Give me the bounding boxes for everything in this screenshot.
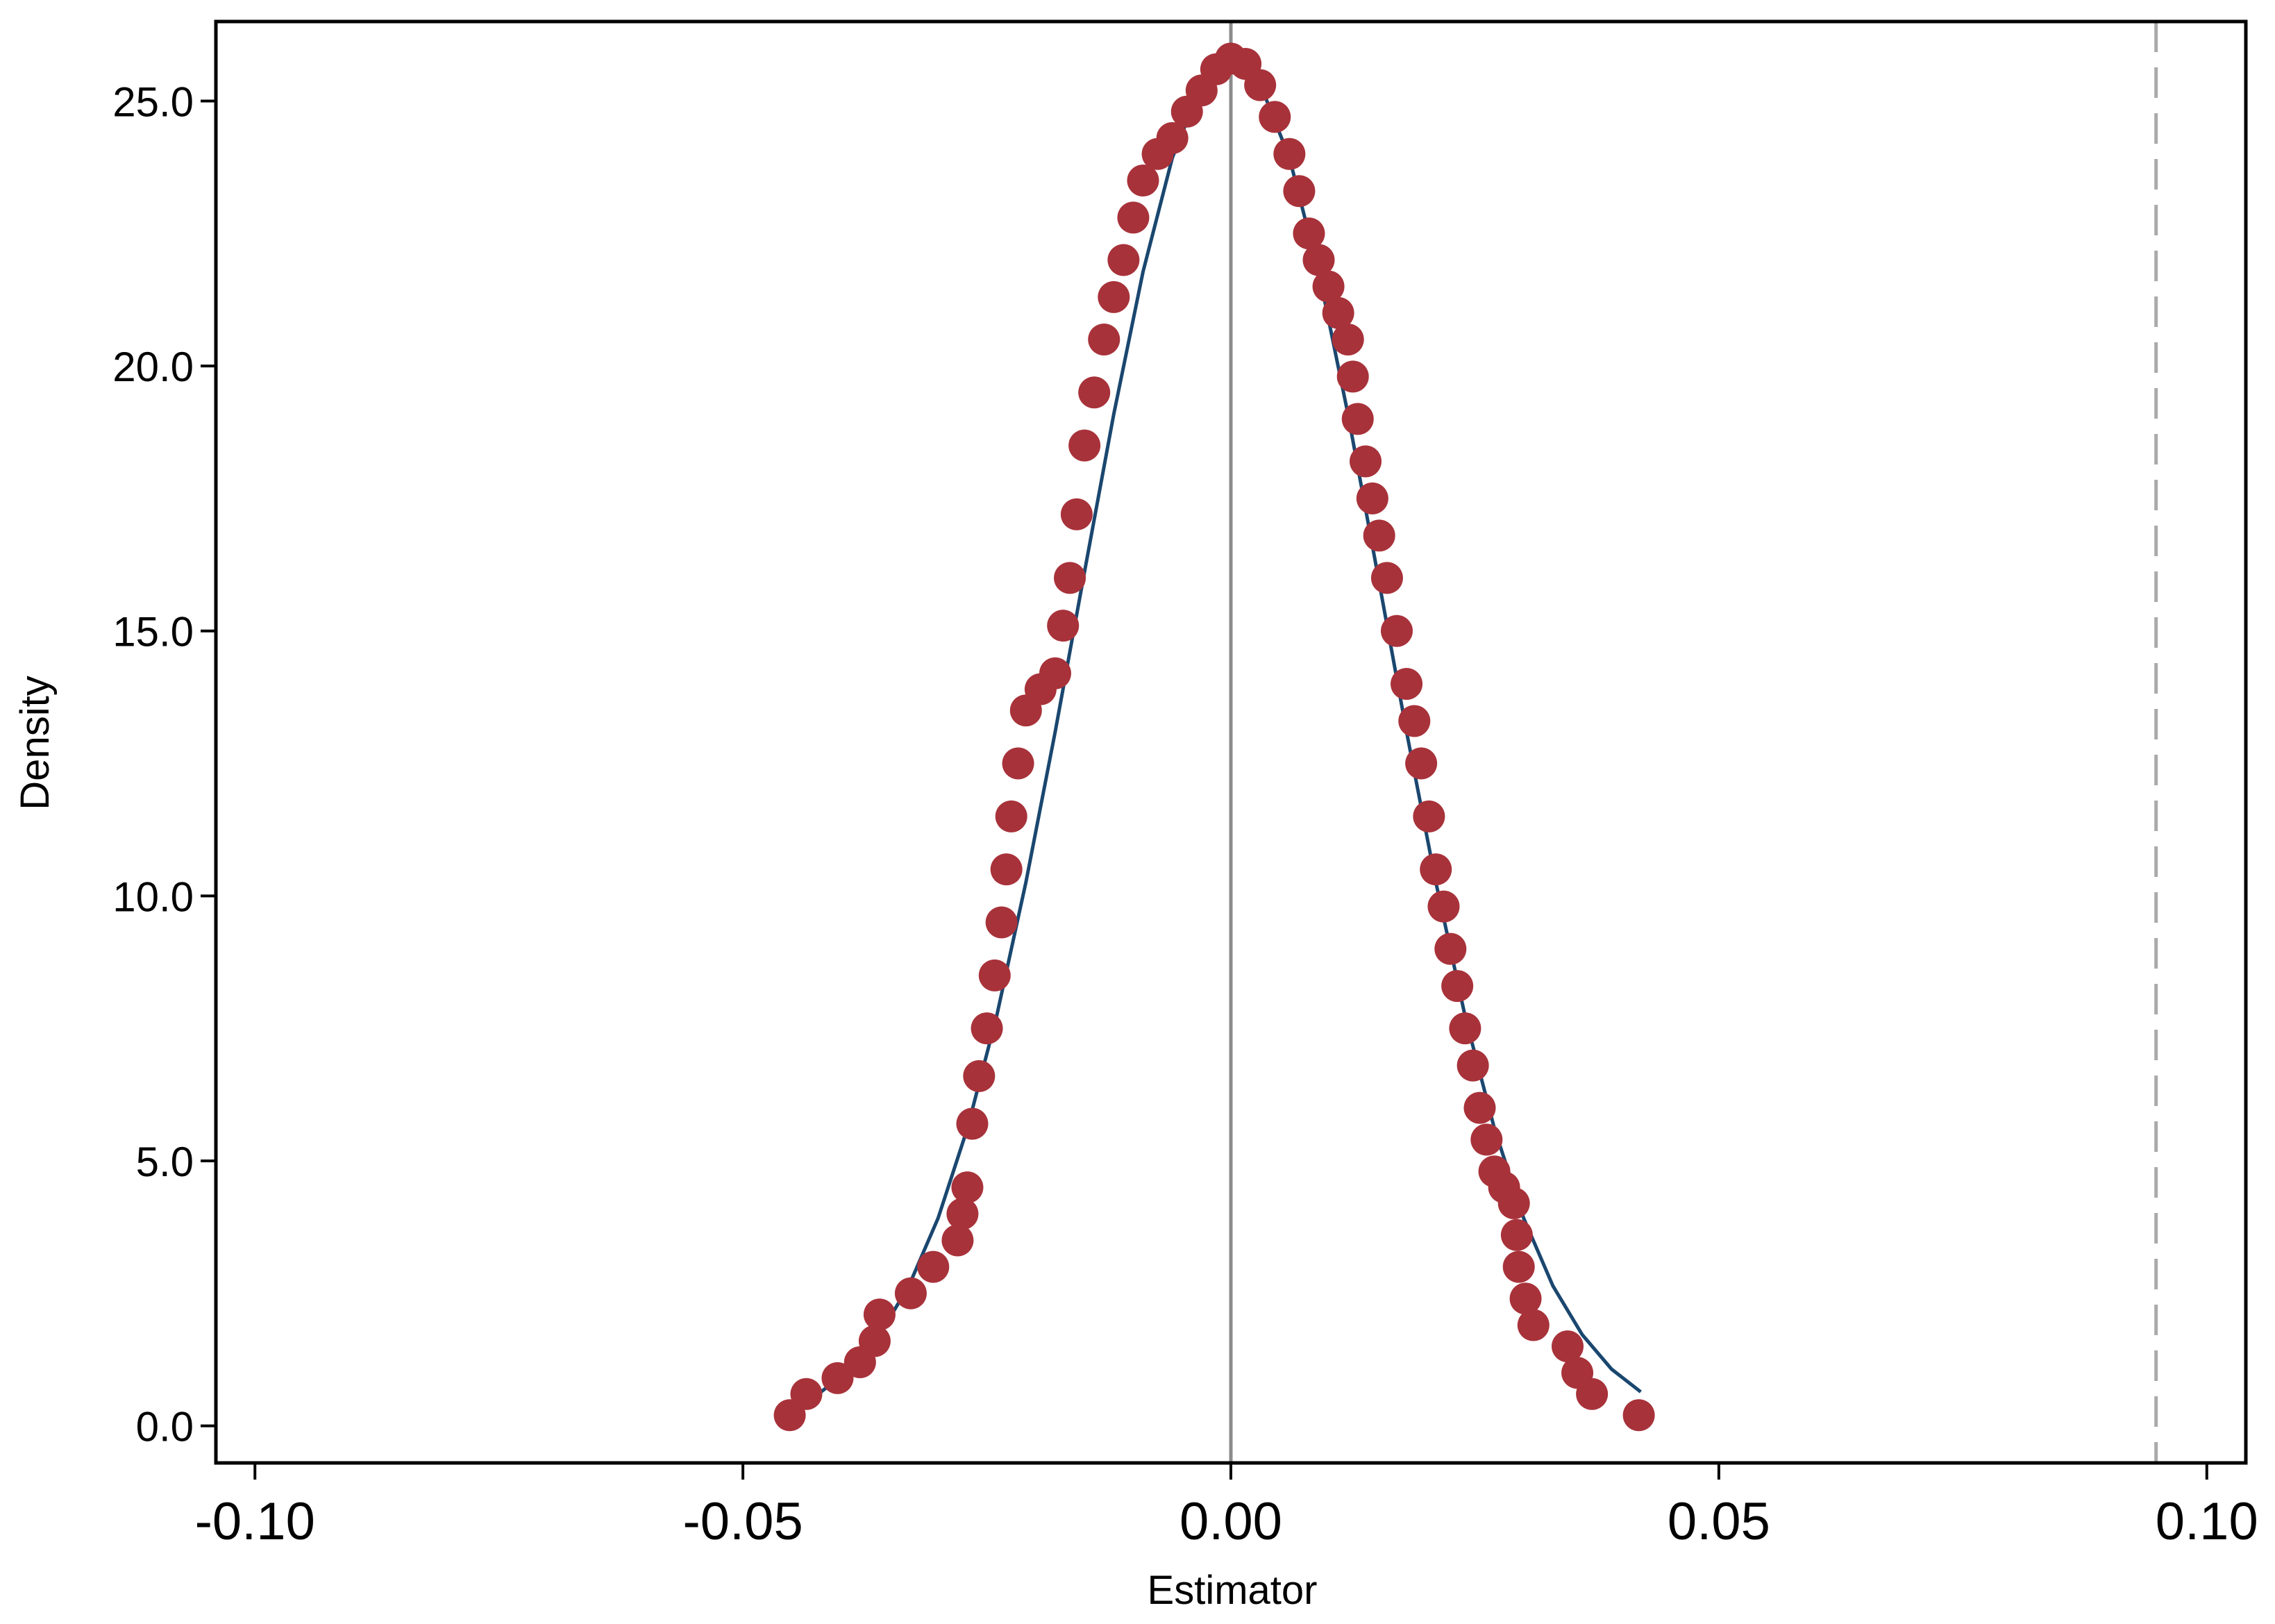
- scatter-point: [956, 1107, 989, 1140]
- scatter-point: [1312, 270, 1345, 303]
- scatter-point: [1322, 296, 1354, 329]
- x-tick-label: 0.10: [2156, 1492, 2258, 1551]
- scatter-point: [1398, 705, 1431, 737]
- scatter-point: [1500, 1219, 1533, 1251]
- scatter-point: [1441, 970, 1474, 1003]
- scatter-point: [1060, 498, 1093, 530]
- scatter-point: [1413, 800, 1445, 832]
- scatter-point: [1356, 482, 1388, 514]
- scatter-point: [1509, 1282, 1542, 1315]
- scatter-point: [1449, 1012, 1481, 1045]
- scatter-point: [863, 1298, 896, 1331]
- scatter-point: [1244, 69, 1277, 101]
- scatter-point: [951, 1171, 984, 1204]
- y-tick-label: 25.0: [112, 78, 194, 125]
- scatter-point: [1332, 323, 1364, 355]
- y-tick-label: 15.0: [112, 609, 194, 655]
- scatter-point: [1622, 1399, 1655, 1432]
- y-tick-label: 20.0: [112, 344, 194, 390]
- scatter-point: [971, 1012, 1003, 1045]
- scatter-point: [917, 1250, 950, 1283]
- scatter-point: [1420, 853, 1452, 886]
- scatter-point: [946, 1198, 979, 1230]
- scatter-point: [1107, 244, 1140, 276]
- scatter-point: [1576, 1378, 1609, 1410]
- scatter-point: [1363, 519, 1395, 552]
- scatter-point: [941, 1224, 974, 1257]
- plot-frame: [214, 19, 2248, 1465]
- scatter-point: [1117, 201, 1150, 234]
- scatter-point: [995, 800, 1027, 832]
- scatter-point: [1273, 137, 1306, 170]
- scatter-point: [1517, 1309, 1550, 1341]
- scatter-point: [1336, 360, 1369, 393]
- scatter-point: [1283, 175, 1316, 208]
- y-tick-label: 10.0: [112, 873, 194, 920]
- scatter-point: [1293, 217, 1325, 250]
- scatter-point: [1370, 562, 1403, 594]
- scatter-point: [963, 1060, 996, 1092]
- scatter-point: [1156, 122, 1189, 154]
- scatter-point: [1380, 614, 1413, 647]
- scatter-point: [1054, 562, 1086, 594]
- scatter-point: [894, 1277, 927, 1309]
- scatter-point: [1068, 429, 1101, 462]
- x-tick-label: -0.10: [195, 1492, 315, 1551]
- scatter-point: [1502, 1250, 1535, 1283]
- scatter-point: [985, 906, 1018, 939]
- scatter-point: [1551, 1330, 1584, 1363]
- y-axis-title: Density: [12, 676, 58, 810]
- scatter-point: [821, 1362, 854, 1394]
- scatter-point: [1341, 403, 1374, 435]
- x-tick-label: 0.05: [1668, 1492, 1770, 1551]
- y-tick-label: 0.0: [136, 1404, 194, 1450]
- scatter-point: [1391, 668, 1423, 701]
- scatter-point: [1039, 657, 1071, 689]
- scatter-point: [1463, 1091, 1496, 1124]
- scatter-point: [1002, 747, 1034, 780]
- scatter-point: [1098, 281, 1130, 313]
- scatter-point: [1349, 445, 1382, 478]
- x-tick-label: 0.00: [1180, 1492, 1282, 1551]
- scatter-point: [1434, 932, 1467, 965]
- scatter-point: [990, 853, 1023, 886]
- scatter-point: [1497, 1187, 1530, 1220]
- scatter-point: [1078, 376, 1111, 409]
- x-tick-label: -0.05: [682, 1492, 803, 1551]
- scatter-point: [1405, 747, 1438, 780]
- scatter-point: [1427, 890, 1460, 923]
- x-axis-title: Estimator: [1148, 1568, 1318, 1613]
- scatter-point: [1047, 610, 1080, 642]
- scatter-point: [1302, 244, 1335, 276]
- scatter-point: [1088, 323, 1120, 355]
- scatter-point: [1127, 164, 1159, 196]
- scatter-point: [858, 1325, 891, 1357]
- scatter-point: [790, 1378, 823, 1410]
- y-tick-label: 5.0: [136, 1139, 194, 1185]
- scatter-point: [978, 959, 1011, 991]
- scatter-point: [1259, 101, 1291, 133]
- scatter-point: [1456, 1049, 1489, 1082]
- scatter-point: [1470, 1123, 1503, 1156]
